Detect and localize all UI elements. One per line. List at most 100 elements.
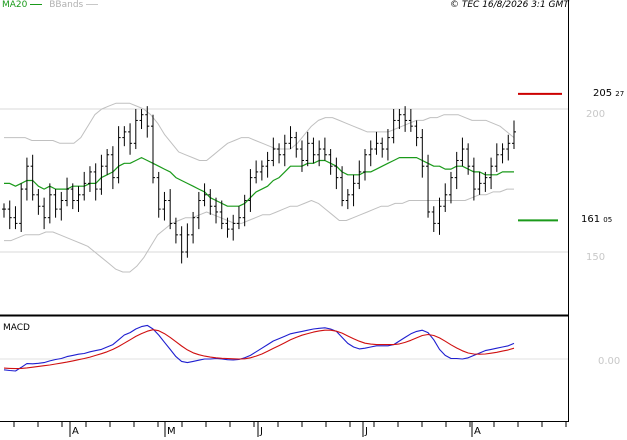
ohlc-bar: [116, 126, 121, 184]
legend-bbands: BBands: [49, 0, 84, 10]
ma20-line: [4, 157, 514, 207]
y-label-150: 150: [586, 252, 606, 263]
support-label-main: 161: [581, 214, 601, 225]
ohlc-bar: [282, 134, 287, 167]
ohlc-bar: [299, 140, 304, 172]
ohlc-bar: [99, 154, 104, 195]
y-label-200: 200: [586, 109, 606, 120]
chart-legend: MA20 BBands: [2, 0, 99, 10]
ohlc-bar: [322, 137, 327, 161]
ohlc-bar: [408, 109, 413, 132]
ohlc-bar: [277, 143, 282, 164]
macd-layer: [3, 324, 515, 372]
ohlc-bar: [506, 134, 511, 161]
ohlc-bar: [351, 174, 356, 207]
ohlc-bar: [380, 137, 385, 158]
x-label-a-1: A: [72, 426, 79, 437]
ohlc-bar: [236, 206, 241, 230]
ohlc-bar: [460, 137, 465, 167]
ohlc-bar: [139, 109, 144, 130]
ohlc-bar: [414, 120, 419, 147]
ohlc-bar: [328, 149, 333, 175]
ohlc-bar: [36, 189, 41, 215]
ohlc-bar: [53, 189, 58, 218]
ohlc-bar: [374, 131, 379, 155]
support-label-decimal: 05: [603, 216, 613, 224]
ohlc-bar: [385, 129, 390, 161]
ohlc-bar: [357, 160, 362, 190]
ohlc-bar: [162, 191, 167, 221]
copyright-text: © TEC 16/8/2026 3:1 GMT: [450, 0, 569, 10]
ohlc-bar: [2, 203, 6, 218]
ohlc-bar: [254, 160, 259, 184]
ohlc-bar: [24, 157, 29, 201]
ohlc-bar: [208, 189, 213, 215]
x-label-j-2: J: [365, 426, 368, 437]
ohlc-bar: [311, 137, 316, 164]
ohlc-bar: [145, 106, 150, 138]
legend-ma20-swatch: [30, 4, 43, 5]
ohlc-bar: [13, 206, 18, 230]
ohlc-bar: [128, 123, 133, 155]
ohlc-bar: [431, 206, 436, 232]
ohlc-bar: [334, 157, 339, 190]
ohlc-bar: [93, 163, 98, 201]
ohlc-bar: [7, 200, 12, 230]
support-label: 161 05: [581, 214, 612, 225]
ohlc-bar: [105, 149, 110, 175]
ohlc-bar: [173, 217, 178, 244]
ohlc-bar: [30, 154, 35, 201]
ohlc-bar: [202, 183, 207, 207]
bollinger-bands: [4, 102, 515, 273]
ohlc-bar: [494, 143, 499, 172]
ma20-layer: [4, 157, 514, 207]
ohlc-bar: [110, 146, 115, 190]
resistance-label-main: 205: [593, 88, 613, 99]
ohlc-bar: [196, 191, 201, 230]
ohlc-bar: [340, 166, 345, 207]
ohlc-bar: [448, 171, 453, 204]
ohlc-bar: [70, 183, 75, 210]
ohlc-bar: [242, 194, 247, 227]
ohlc-bar: [294, 131, 299, 158]
ohlc-bar: [363, 149, 368, 181]
ohlc-bar: [185, 223, 190, 258]
ohlc-bar: [403, 106, 408, 132]
ohlc-bar: [454, 151, 459, 190]
resistance-label-decimal: 27: [615, 90, 625, 98]
bb-lower-line: [4, 188, 514, 273]
macd-y-label-zero: 0.00: [598, 356, 621, 367]
ohlc-bar: [231, 214, 236, 241]
x-label-j-1: J: [260, 426, 263, 437]
legend-bbands-swatch: [86, 4, 99, 5]
signal-line: [3, 329, 515, 370]
ohlc-bar: [345, 189, 350, 210]
ohlc-bar: [368, 140, 373, 167]
x-ticks: [13, 422, 567, 437]
bb-upper-line: [4, 102, 515, 161]
legend-ma20: MA20: [2, 0, 28, 10]
macd-line: [3, 324, 515, 372]
ohlc-bar: [122, 126, 127, 147]
ohlc-bar: [82, 171, 87, 201]
resistance-label: 205 27: [593, 88, 624, 99]
ohlc-bar: [305, 131, 310, 167]
ohlc-bar: [265, 151, 270, 178]
ohlc-bar: [76, 186, 81, 212]
ohlc-bar: [259, 160, 264, 181]
support-resistance-levels: [518, 92, 562, 222]
ohlc-bar: [271, 137, 276, 167]
ohlc-bar: [42, 197, 47, 230]
ohlc-bar: [489, 157, 494, 190]
ohlc-bar: [156, 171, 161, 218]
ohlc-bar: [214, 197, 219, 224]
ohlc-bar: [133, 109, 138, 150]
ohlc-bar: [59, 191, 64, 221]
ohlc-bars: [2, 106, 516, 264]
ohlc-bar: [483, 171, 488, 192]
ohlc-bar: [150, 114, 155, 184]
ohlc-bar: [87, 166, 92, 192]
ohlc-bar: [512, 120, 516, 150]
ohlc-bar: [225, 217, 230, 238]
